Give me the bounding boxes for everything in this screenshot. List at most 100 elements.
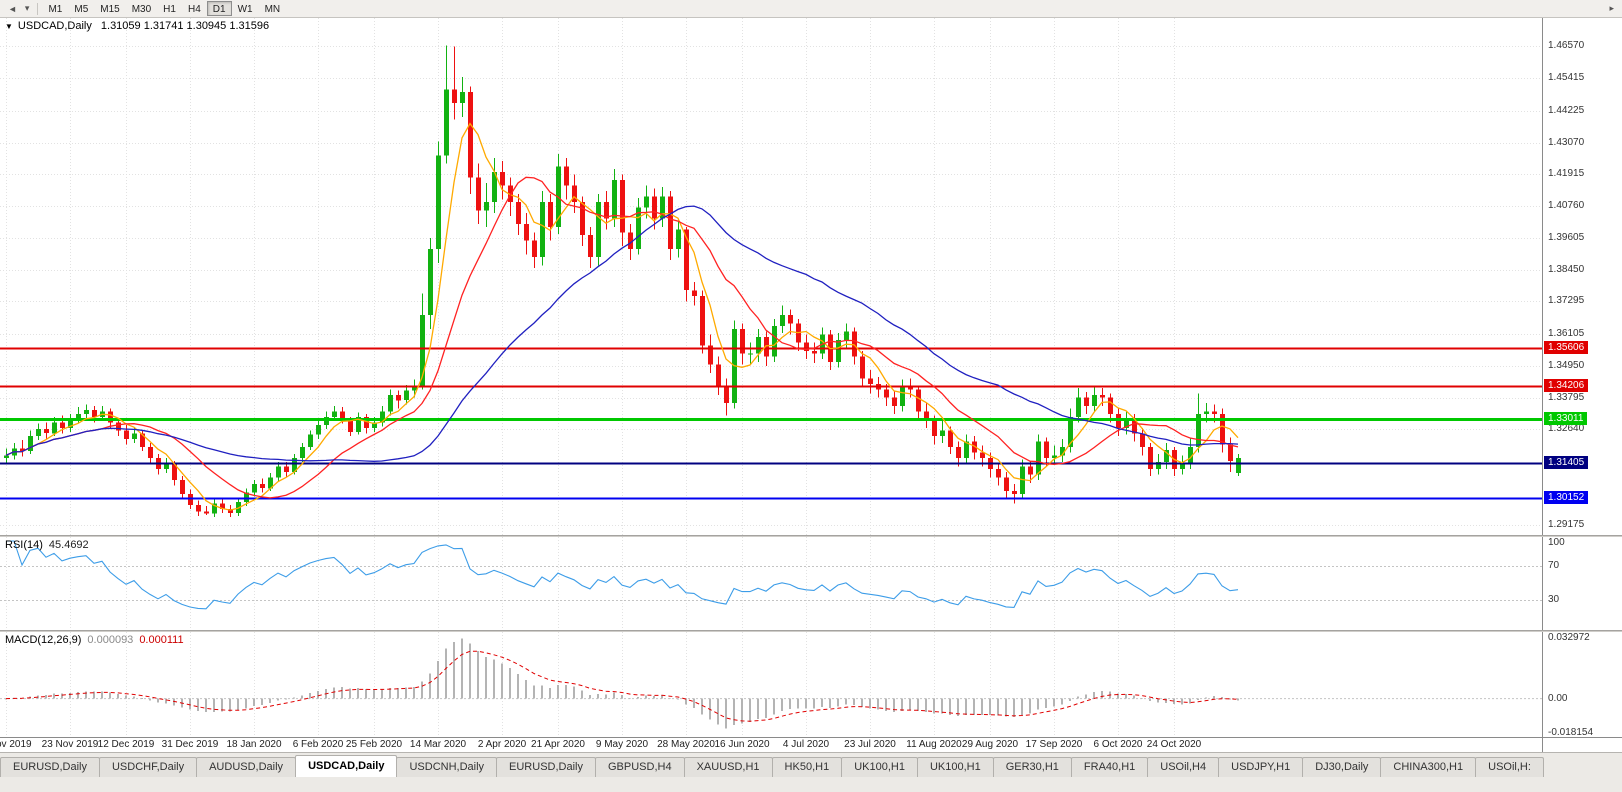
chart-tab-usdchf-daily[interactable]: USDCHF,Daily <box>98 757 198 777</box>
chart-tab-uk100-h1[interactable]: UK100,H1 <box>841 757 918 777</box>
time-axis-label: 14 Mar 2020 <box>409 739 467 750</box>
chart-tab-usdcnh-daily[interactable]: USDCNH,Daily <box>396 757 498 777</box>
macd-axis-label: 0.032972 <box>1548 632 1590 643</box>
timeframe-button-m15[interactable]: M15 <box>100 4 120 15</box>
macd-signal-value: 0.000111 <box>139 634 184 646</box>
macd-signal-line <box>5 650 1239 722</box>
rsi-current-value: 45.4692 <box>48 539 89 551</box>
rsi-line <box>6 540 1239 610</box>
rsi-axis-label: 100 <box>1548 537 1565 548</box>
charts-bar: EURUSD,Daily USDCHF,Daily AUDUSD,Daily USDC… <box>0 752 1622 792</box>
chart-tab-fra40-h1[interactable]: FRA40,H1 <box>1070 757 1149 777</box>
price-lines-layer[interactable] <box>0 347 1542 500</box>
ma-line-34 <box>5 205 1239 462</box>
chart-tab-gbpusd-h4[interactable]: GBPUSD,H4 <box>595 757 685 777</box>
timeframe-button-w1[interactable]: W1 <box>237 4 253 15</box>
rsi-grid <box>6 537 1175 630</box>
ma-line-13 <box>5 176 1239 499</box>
chart-tab-eurusd-daily[interactable]: EURUSD,Daily <box>496 757 596 777</box>
main-chart-panel[interactable]: ▼ USDCAD,Daily 1.31059 1.31741 1.30945 1.3… <box>0 18 1622 535</box>
price-axis-label: 1.29175 <box>1548 518 1585 530</box>
macd-histogram <box>5 638 1239 729</box>
chart-tab-hk50-h1[interactable]: HK50,H1 <box>771 757 843 777</box>
macd-label: MACD(12,26,9) 0.000093 0.000111 <box>5 634 190 646</box>
rsi-name: RSI(14) <box>5 539 43 551</box>
chart-tab-ger30-h1[interactable]: GER30,H1 <box>992 757 1072 777</box>
macd-name: MACD(12,26,9) <box>5 634 82 646</box>
chart-scroll-icon[interactable]: ◄ <box>8 3 17 14</box>
timeframe-button-mn[interactable]: MN <box>264 4 281 15</box>
time-axis-label: 4 Jul 2020 <box>782 739 830 750</box>
macd-plot[interactable] <box>0 632 1542 737</box>
price-axis-label: 1.44225 <box>1548 104 1585 116</box>
chart-tab-usoil-h4[interactable]: USOil,H4 <box>1147 757 1220 777</box>
chart-tab-xauusd-h1[interactable]: XAUUSD,H1 <box>683 757 773 777</box>
time-axis-label: 24 Oct 2020 <box>1146 739 1202 750</box>
time-axis-label: 21 Apr 2020 <box>531 739 585 750</box>
timeframe-button-m30[interactable]: M30 <box>131 4 152 15</box>
chart-tab-usdcad-daily[interactable]: USDCAD,Daily <box>295 755 398 777</box>
price-line-badge: 1.35606 <box>1544 340 1589 354</box>
macd-panel[interactable]: MACD(12,26,9) 0.000093 0.000111 0.032972 0.… <box>0 632 1622 738</box>
price-axis-label: 1.37295 <box>1548 295 1585 307</box>
macd-grid <box>6 632 1175 737</box>
price-line-badge: 1.31405 <box>1544 456 1589 470</box>
chart-title: ▼ USDCAD,Daily 1.31059 1.31741 1.30945 1.3… <box>5 20 269 32</box>
main-grid <box>0 18 1542 535</box>
price-line-badge: 1.34206 <box>1544 379 1589 393</box>
price-axis-label: 1.32640 <box>1548 423 1585 435</box>
timeframe-toolbar: ◄ ▾ M1 M5 M15 M30 H1 H4 D1 W1 MN ▸ <box>0 0 1622 18</box>
time-axis-label: 28 May 2020 <box>657 739 715 750</box>
timeframe-button-h4[interactable]: H4 <box>187 4 201 15</box>
timeframe-button-d1[interactable]: D1 <box>206 1 232 16</box>
rsi-scale[interactable]: 100 70 30 <box>1542 537 1622 630</box>
price-axis-label: 1.33795 <box>1548 391 1585 403</box>
price-axis-label: 1.46570 <box>1548 40 1585 52</box>
timeframe-button-m5[interactable]: M5 <box>74 4 89 15</box>
time-axis-label: 23 Nov 2019 <box>41 739 99 750</box>
toolbar-overflow-icon[interactable]: ▸ <box>1609 3 1614 13</box>
timeframe-button-m1[interactable]: M1 <box>48 4 63 15</box>
price-scale[interactable]: 1.46570 1.45415 1.44225 1.43070 1.41915 1.407… <box>1542 18 1622 535</box>
chart-tab-eurusd-daily[interactable]: EURUSD,Daily <box>0 757 100 777</box>
timeframe-button-h1[interactable]: H1 <box>163 4 176 15</box>
chart-tab-china300-h1[interactable]: CHINA300,H1 <box>1380 757 1477 777</box>
time-axis-label: 12 Dec 2019 <box>97 739 155 750</box>
rsi-axis-label: 30 <box>1548 593 1560 605</box>
timeframes-dropdown-icon[interactable]: ▾ <box>24 3 30 13</box>
panel-splitter[interactable] <box>0 630 1622 632</box>
price-axis-label: 1.34950 <box>1548 359 1585 371</box>
price-axis-label: 1.43070 <box>1548 136 1585 148</box>
price-axis-label: 1.41915 <box>1548 168 1585 180</box>
ma-line-5 <box>5 122 1239 511</box>
time-axis-label: 2 Apr 2020 <box>477 739 527 750</box>
chart-tab-usoil-h-[interactable]: USOil,H: <box>1475 757 1544 777</box>
panel-splitter[interactable] <box>0 535 1622 537</box>
price-axis-label: 1.40760 <box>1548 200 1585 212</box>
rsi-plot[interactable] <box>0 537 1542 630</box>
macd-current-value: 0.000093 <box>87 634 134 646</box>
time-axis-label: 29 Aug 2020 <box>961 739 1019 750</box>
rsi-panel[interactable]: RSI(14) 45.4692 100 70 30 <box>0 537 1622 630</box>
candlestick-chart[interactable] <box>0 18 1542 535</box>
time-axis-label: 6 Feb 2020 <box>292 739 344 750</box>
price-axis-label: 1.38450 <box>1548 263 1585 275</box>
time-axis-label: 23 Jul 2020 <box>844 739 896 750</box>
axis-corner <box>1542 738 1622 752</box>
time-axis-label: 6 Oct 2020 <box>1093 739 1143 750</box>
macd-scale[interactable]: 0.032972 0.00 -0.018154 <box>1542 632 1622 738</box>
time-axis-label: 17 Sep 2020 <box>1025 739 1083 750</box>
time-axis-label: 18 Jan 2020 <box>226 739 282 750</box>
macd-axis-label: 0.00 <box>1548 692 1568 704</box>
window-menu-icon[interactable]: ▼ <box>5 22 13 31</box>
chart-ohlc-values: 1.31059 1.31741 1.30945 1.31596 <box>100 20 270 32</box>
time-axis-label: 5 Nov 2019 <box>0 739 32 750</box>
chart-tab-dj30-daily[interactable]: DJ30,Daily <box>1302 757 1382 777</box>
chart-tab-uk100-h1[interactable]: UK100,H1 <box>916 757 994 777</box>
time-axis-label: 9 May 2020 <box>595 739 649 750</box>
time-axis-label: 31 Dec 2019 <box>161 739 219 750</box>
chart-tab-audusd-daily[interactable]: AUDUSD,Daily <box>196 757 297 777</box>
chart-tab-usdjpy-h1[interactable]: USDJPY,H1 <box>1218 757 1304 777</box>
